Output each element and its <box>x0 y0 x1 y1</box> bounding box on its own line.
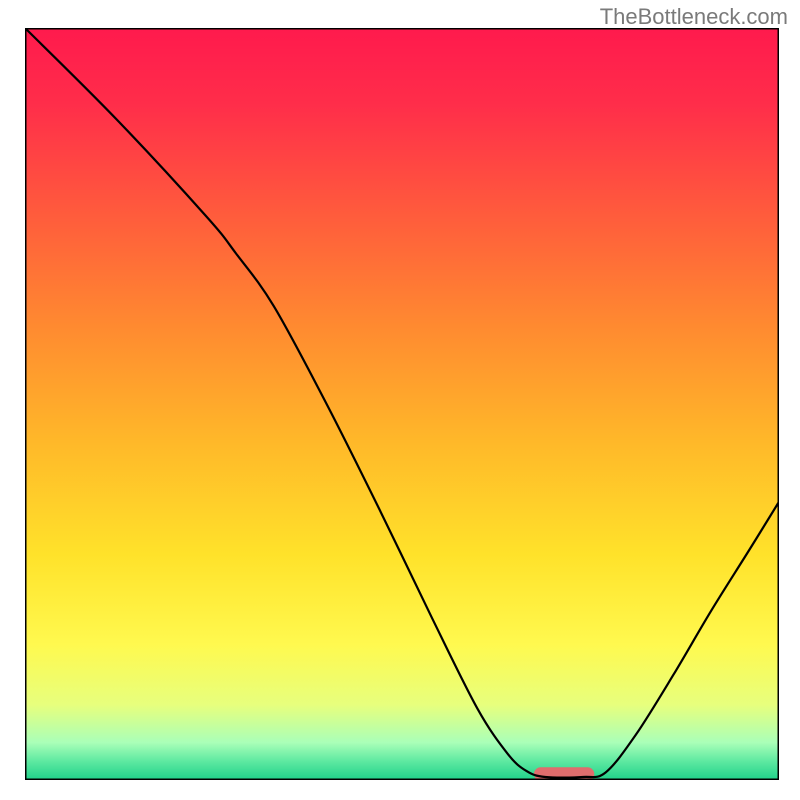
plot-area <box>25 28 779 780</box>
chart-container: TheBottleneck.com <box>0 0 800 800</box>
chart-overlay <box>25 28 779 780</box>
bottleneck-curve <box>25 28 779 778</box>
watermark-text: TheBottleneck.com <box>600 4 788 30</box>
